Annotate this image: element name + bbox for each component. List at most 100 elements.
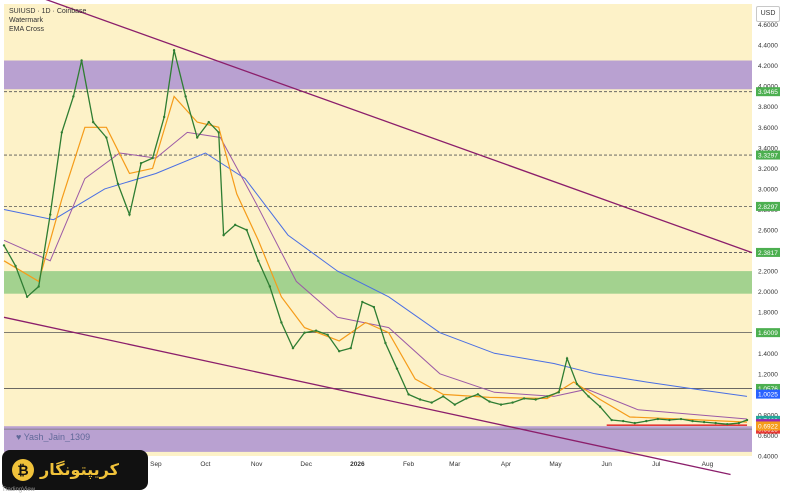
price-point — [207, 120, 210, 124]
price-point — [314, 329, 318, 332]
price-point — [384, 341, 387, 345]
price-point — [534, 398, 537, 401]
price-point — [737, 421, 740, 425]
y-tick-label: 0.4000 — [758, 454, 778, 461]
price-point — [522, 397, 526, 400]
indicator-label-watermark: Watermark — [9, 17, 43, 24]
price-tag-label: 3.3297 — [758, 152, 778, 159]
zone-green-mid — [4, 271, 752, 294]
price-tag-box — [756, 421, 780, 431]
x-axis: AugSepOctNovDec2026FebMarAprMayJunJulAug — [99, 461, 714, 468]
price-point — [610, 418, 613, 422]
y-tick-label: 2.0000 — [758, 289, 778, 296]
price-point — [668, 418, 671, 422]
price-tag-label: 1.0576 — [758, 386, 778, 393]
price-point — [407, 393, 410, 396]
y-tick-label: 3.6000 — [758, 125, 778, 132]
price-point — [80, 59, 83, 62]
x-tick-label: Aug — [702, 461, 714, 468]
price-point — [349, 346, 352, 350]
ema-fast-line — [3, 95, 748, 423]
y-tick-label: 1.8000 — [758, 310, 778, 317]
tradingview-footer: TradingView — [2, 487, 36, 493]
x-tick-label: Sep — [150, 461, 162, 468]
y-tick-label: 4.4000 — [758, 43, 778, 50]
price-tag-label: 3.9465 — [758, 89, 778, 96]
price-point — [217, 131, 220, 134]
indicator-label-ema-cross: EMA Cross — [9, 26, 45, 33]
price-point — [714, 421, 717, 425]
price-point — [233, 223, 237, 227]
symbol-title: SUIUSD · 1D · Coinbase — [9, 8, 87, 15]
price-tag-label: 2.8297 — [758, 204, 778, 211]
price-tag-box — [756, 87, 780, 97]
x-tick-label: Jun — [601, 461, 612, 468]
y-tick-label: 2.2000 — [758, 269, 778, 276]
price-point — [72, 95, 75, 98]
price-point — [128, 213, 131, 216]
bitcoin-icon: ₿ — [12, 459, 34, 481]
price-point — [633, 421, 636, 425]
price-tag-label: 0.6922 — [758, 423, 778, 430]
brand-logo: ₿ کریپتونگار — [2, 450, 148, 490]
price-point — [222, 233, 225, 237]
price-point — [488, 400, 491, 403]
price-point — [257, 259, 260, 263]
price-point — [622, 419, 625, 423]
y-tick-label: 1.4000 — [758, 351, 778, 358]
price-point — [184, 95, 187, 98]
currency-button[interactable]: USD — [756, 6, 780, 22]
price-point — [337, 350, 341, 353]
price-point — [598, 405, 602, 408]
price-point — [511, 401, 514, 404]
x-tick-label: Jul — [652, 461, 661, 468]
price-point — [195, 136, 199, 139]
x-tick-label: Oct — [200, 461, 210, 468]
price-point — [557, 391, 561, 394]
price-point — [395, 367, 399, 370]
price-point — [499, 403, 503, 406]
price-tag-box — [756, 389, 780, 399]
price-point — [645, 419, 648, 423]
price-tag-box — [756, 383, 780, 393]
price-point — [745, 418, 749, 422]
zone-purple-top — [4, 60, 752, 90]
price-point — [37, 285, 40, 288]
y-tick-label: 0.6000 — [758, 433, 778, 440]
zone-purple-bottom — [4, 426, 752, 452]
price-point — [151, 156, 154, 160]
x-tick-label: Mar — [449, 461, 461, 468]
price-point — [326, 333, 329, 336]
price-tags-layer: 3.94653.32972.82972.38171.60091.05760.66… — [756, 87, 780, 434]
price-point — [14, 264, 17, 268]
y-tick-label: 3.0000 — [758, 186, 778, 193]
price-point — [418, 398, 422, 401]
price-point — [702, 420, 706, 424]
price-tag-label: 2.3817 — [758, 250, 778, 257]
author-name: Yash_Jain_1309 — [23, 432, 91, 442]
price-point — [565, 357, 569, 360]
price-point — [442, 395, 445, 398]
y-tick-label: 3.2000 — [758, 166, 778, 173]
price-tag-box — [756, 201, 780, 211]
y-tick-label: 1.2000 — [758, 371, 778, 378]
price-point — [465, 397, 468, 400]
x-tick-label: Feb — [403, 461, 415, 468]
ema-mid-line — [3, 131, 748, 420]
price-point — [139, 162, 143, 165]
price-point — [172, 49, 176, 52]
y-tick-label: 2.6000 — [758, 228, 778, 235]
price-tag-box — [756, 328, 780, 338]
y-tick-label: 3.4000 — [758, 145, 778, 152]
price-point — [587, 395, 590, 398]
price-tag-label: 1.6009 — [758, 330, 778, 337]
price-point — [679, 417, 683, 421]
author-watermark: ♥ Yash_Jain_1309 — [16, 432, 90, 442]
price-point — [726, 422, 729, 426]
price-tag-label: 1.0025 — [758, 392, 778, 399]
price-tag-box — [756, 247, 780, 257]
trendline-lower-channel — [3, 316, 731, 476]
price-point — [656, 417, 660, 421]
